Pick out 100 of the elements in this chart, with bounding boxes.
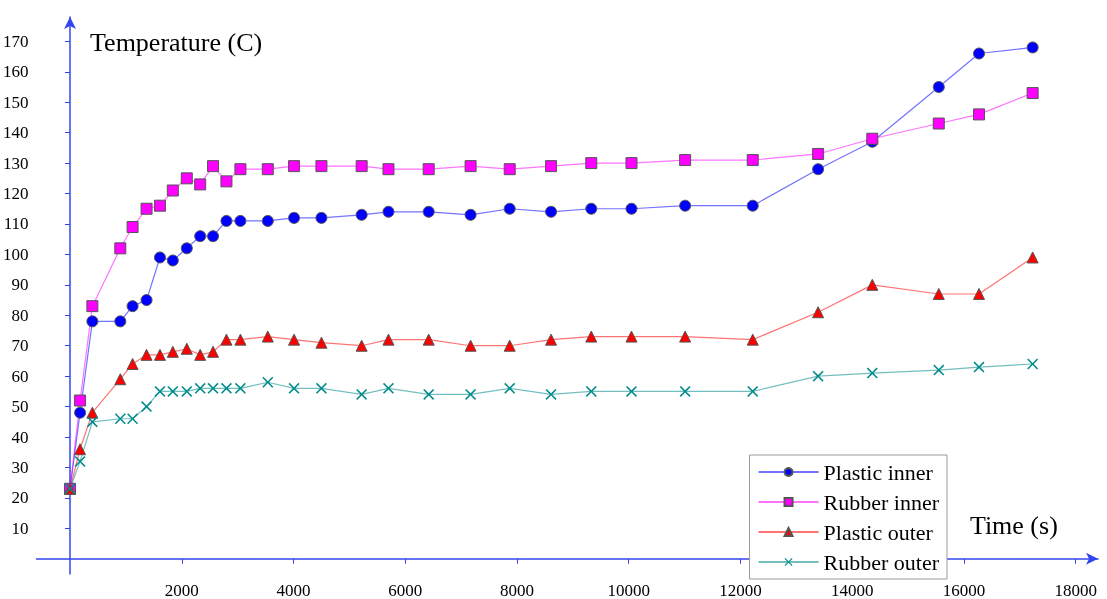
point <box>181 385 193 397</box>
x-tick-label: 4000 <box>276 581 311 599</box>
point <box>288 211 301 224</box>
point <box>1026 251 1039 264</box>
x-tick-label: 10000 <box>607 581 650 599</box>
point <box>382 163 395 176</box>
point <box>126 357 139 370</box>
point <box>140 202 153 215</box>
point <box>220 214 233 227</box>
point <box>973 287 985 300</box>
y-tick-label: 30 <box>11 457 29 477</box>
point <box>812 147 825 160</box>
y-tick-label: 170 <box>3 31 29 51</box>
point <box>234 163 247 176</box>
point <box>262 376 274 388</box>
point <box>220 175 233 188</box>
point <box>126 300 139 313</box>
point <box>288 333 301 346</box>
point <box>234 382 246 394</box>
point <box>207 160 220 173</box>
x-tick-label: 16000 <box>942 581 986 599</box>
point <box>74 394 87 407</box>
point <box>504 382 516 394</box>
point <box>166 254 179 267</box>
point <box>585 330 598 343</box>
point <box>679 330 692 343</box>
point <box>464 208 477 221</box>
point <box>315 382 327 394</box>
point <box>1026 41 1039 54</box>
point <box>464 160 477 173</box>
legend-label: Plastic outer <box>823 519 934 545</box>
y-tick-label: 140 <box>3 123 29 143</box>
point <box>288 382 300 394</box>
point <box>465 388 477 400</box>
point <box>261 163 274 176</box>
point <box>207 382 219 394</box>
point <box>355 339 368 352</box>
point <box>141 401 153 413</box>
point <box>356 388 368 400</box>
legend-label: Rubber outer <box>823 549 940 575</box>
y-tick-label: 110 <box>3 214 29 234</box>
point <box>207 230 220 243</box>
point <box>86 315 99 328</box>
point <box>355 160 368 173</box>
point <box>153 348 166 361</box>
point <box>234 214 247 227</box>
point <box>166 184 179 197</box>
point <box>114 373 127 386</box>
point <box>382 382 394 394</box>
point <box>973 47 985 60</box>
point <box>140 294 153 307</box>
point <box>679 154 692 167</box>
point <box>585 157 598 170</box>
point <box>114 242 127 255</box>
point <box>1026 87 1039 100</box>
point <box>812 163 825 176</box>
point <box>86 300 99 313</box>
point <box>464 339 477 352</box>
point <box>382 333 395 346</box>
y-tick-label: 120 <box>3 184 29 204</box>
x-tick-label: 14000 <box>830 581 874 599</box>
y-axis-title: Temperature (C) <box>90 27 263 57</box>
point <box>86 406 99 419</box>
point <box>180 172 193 185</box>
point <box>86 416 98 428</box>
y-tick-label: 100 <box>3 244 29 264</box>
x-tick-label: 12000 <box>719 581 762 599</box>
point <box>932 117 945 130</box>
point <box>166 345 179 358</box>
point <box>679 199 692 212</box>
x-tick-label: 6000 <box>388 581 423 599</box>
x-tick-label: 8000 <box>499 581 534 599</box>
point <box>74 406 87 419</box>
point <box>220 382 232 394</box>
point <box>422 333 435 346</box>
point <box>140 348 153 361</box>
y-tick-label: 160 <box>3 62 29 82</box>
point <box>812 370 824 382</box>
point <box>503 163 516 176</box>
point <box>626 385 637 397</box>
point <box>154 385 166 397</box>
point <box>545 333 558 346</box>
y-tick-label: 130 <box>3 153 29 173</box>
point <box>194 382 206 394</box>
point <box>933 364 945 376</box>
point <box>625 330 638 343</box>
point <box>585 202 598 215</box>
point <box>126 221 139 234</box>
point <box>315 336 328 349</box>
point <box>180 342 193 355</box>
point <box>153 251 166 264</box>
point <box>422 205 435 218</box>
point <box>423 388 435 400</box>
y-tick-label: 70 <box>11 336 29 356</box>
point <box>932 81 945 93</box>
point <box>973 361 985 373</box>
point <box>220 333 233 346</box>
y-tick-label: 90 <box>11 275 29 295</box>
point <box>194 230 207 243</box>
point <box>261 330 274 343</box>
